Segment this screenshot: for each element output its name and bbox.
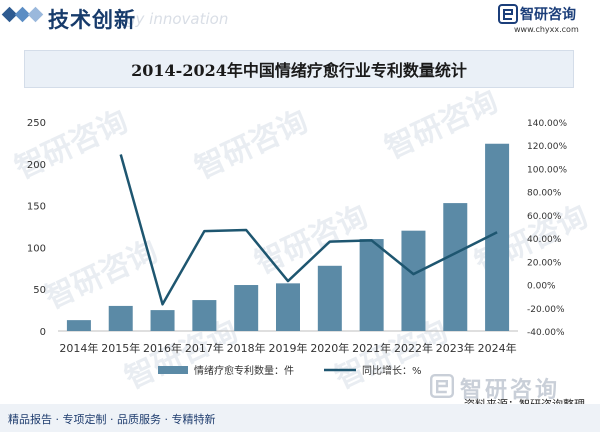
footer-link[interactable]: 精品报告: [8, 413, 52, 426]
y-right-tick-label: 100.00%: [527, 165, 567, 175]
section-header: gy innovation 技术创新 智研咨询 www.chyxx.com: [0, 0, 600, 36]
footer-links: 精品报告 · 专项定制 · 品质服务 · 专精特新: [8, 411, 216, 427]
x-tick-label: 2021年: [352, 341, 391, 355]
footer-separator: ·: [52, 413, 63, 426]
legend-line-label: 同比增长：%: [362, 364, 422, 377]
footer-separator: ·: [161, 413, 172, 426]
y-left-tick-label: 50: [33, 285, 46, 296]
legend-bar-label: 情绪疗愈专利数量：件: [194, 364, 294, 377]
combo-chart: 0 50 100 150 200 250 -40.00% -20.00% 0.00% 20.00%…: [27, 118, 568, 377]
y-left-tick-label: 100: [27, 243, 46, 254]
x-tick-label: 2023年: [436, 341, 475, 355]
y-right-tick-label: 140.00%: [527, 119, 567, 129]
bar-2018年: [234, 285, 259, 331]
bar-2023年: [443, 203, 468, 331]
y-right-tick-label: 0.00%: [527, 282, 556, 292]
header-subtitle: gy innovation: [126, 10, 229, 28]
x-tick-label: 2014年: [59, 341, 98, 355]
y-right-tick-label: 120.00%: [527, 142, 567, 152]
y-right-tick-label: -20.00%: [527, 305, 565, 315]
footer-bar: 精品报告 · 专项定制 · 品质服务 · 专精特新: [0, 404, 600, 432]
bar-2017年: [192, 300, 217, 331]
x-tick-label: 2017年: [185, 341, 224, 355]
chart-title: 2014-2024年中国情绪疗愈行业专利数量统计: [131, 61, 467, 80]
source-watermark-logo: 智研咨询: [430, 372, 596, 403]
bar-2014年: [66, 320, 91, 331]
growth-line: [119, 154, 498, 306]
brand-url: www.chyxx.com: [514, 25, 579, 34]
bar-2015年: [108, 305, 133, 331]
zhiyan-logo-icon: [498, 4, 518, 24]
bar-2019年: [276, 283, 300, 331]
x-tick-label: 2015年: [101, 341, 140, 355]
x-tick-label: 2024年: [478, 341, 517, 355]
footer-link[interactable]: 专精特新: [171, 413, 216, 426]
footer-link[interactable]: 品质服务: [117, 413, 161, 426]
y-right-tick-label: 60.00%: [527, 212, 562, 222]
y-left-tick-label: 0: [40, 327, 46, 338]
y-left-tick-label: 250: [27, 118, 46, 129]
x-tick-label: 2016年: [143, 341, 182, 355]
y-right-tick-label: 20.00%: [527, 258, 562, 268]
chart-title-box: 2014-2024年中国情绪疗愈行业专利数量统计: [24, 50, 574, 88]
y-left-tick-label: 200: [27, 160, 46, 171]
y-left-tick-label: 150: [27, 202, 46, 213]
section-title: 技术创新: [48, 7, 136, 32]
x-tick-label: 2022年: [394, 341, 433, 355]
footer-separator: ·: [106, 413, 117, 426]
bar-2022年: [401, 230, 426, 331]
legend-bar-swatch: [158, 366, 188, 374]
zhiyan-logo-icon: [430, 374, 454, 398]
brand-logo[interactable]: 智研咨询 www.chyxx.com: [498, 3, 590, 37]
y-right-tick-label: 40.00%: [527, 235, 562, 245]
footer-link[interactable]: 专项定制: [62, 413, 107, 426]
y-right-tick-label: 80.00%: [527, 189, 562, 199]
bar-2021年: [359, 239, 384, 331]
brand-name: 智研咨询: [520, 7, 576, 23]
source-logo-text: 智研咨询: [460, 378, 561, 403]
bar-2016年: [150, 310, 175, 331]
x-tick-label: 2020年: [310, 341, 349, 355]
x-tick-label: 2018年: [227, 341, 266, 355]
y-right-tick-label: -40.00%: [527, 328, 565, 338]
bar-2020年: [317, 265, 342, 331]
x-tick-label: 2019年: [269, 341, 308, 355]
